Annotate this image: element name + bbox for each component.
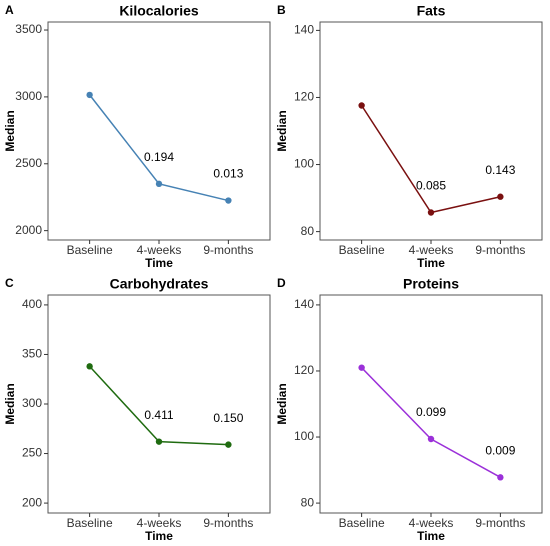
chart-title: Fats: [417, 3, 446, 19]
y-axis-label: Median: [275, 383, 289, 424]
chart-title: Proteins: [403, 276, 459, 292]
x-axis-label: Time: [417, 529, 445, 543]
plot-frame: [319, 294, 543, 514]
x-axis-label: Time: [145, 256, 173, 270]
line: [89, 365, 229, 446]
x-tick-label: 4-weeks: [137, 516, 182, 530]
y-tick-label: 80: [301, 224, 315, 238]
annotation: 0.411: [144, 408, 173, 422]
x-tick-label: 4-weeks: [137, 243, 182, 257]
annotation: 0.099: [416, 405, 446, 419]
panel-label: A: [5, 3, 14, 17]
point: [155, 180, 163, 188]
chart-title: Kilocalories: [119, 3, 199, 19]
y-tick-label: 2500: [15, 156, 42, 170]
y-tick-label: 300: [22, 396, 42, 410]
plot-frame: [47, 21, 271, 241]
y-tick-label: 100: [294, 429, 314, 443]
annotation: 0.009: [485, 443, 515, 457]
x-tick-label: 4-weeks: [409, 516, 454, 530]
y-tick-label: 140: [294, 23, 314, 37]
y-tick-label: 400: [22, 297, 42, 311]
point: [155, 438, 163, 445]
line: [360, 105, 501, 214]
annotation: 0.143: [485, 163, 515, 177]
y-tick-label: 140: [294, 297, 314, 311]
x-tick-label: 9-months: [203, 243, 253, 257]
y-tick-label: 3000: [15, 89, 42, 103]
y-tick-label: 200: [22, 495, 42, 509]
x-tick-label: Baseline: [339, 516, 385, 530]
point: [497, 474, 504, 481]
x-axis-label: Time: [145, 529, 173, 543]
x-tick-label: 9-months: [475, 516, 525, 530]
annotation: 0.013: [213, 167, 243, 181]
point: [497, 193, 504, 200]
y-tick-label: 3500: [15, 22, 42, 36]
y-axis-label: Median: [275, 110, 289, 151]
x-tick-label: 9-months: [203, 516, 253, 530]
y-axis-label: Median: [3, 110, 17, 151]
y-tick-label: 120: [294, 90, 314, 104]
y-tick-label: 350: [22, 347, 42, 361]
point: [427, 435, 435, 443]
point: [86, 363, 93, 370]
y-axis-label: Median: [3, 383, 17, 424]
plot-frame: [47, 294, 271, 514]
annotation: 0.150: [213, 411, 243, 425]
chart-title: Carbohydrates: [110, 276, 209, 292]
point: [427, 209, 435, 216]
y-tick-label: 100: [294, 157, 314, 171]
panel-label: D: [277, 276, 286, 290]
point: [225, 441, 232, 448]
point: [225, 197, 232, 204]
x-tick-label: 4-weeks: [409, 243, 454, 257]
y-tick-label: 250: [22, 446, 42, 460]
plot-frame: [319, 21, 543, 241]
point: [86, 91, 93, 99]
x-tick-label: Baseline: [339, 243, 385, 257]
y-tick-label: 80: [301, 495, 315, 509]
panel-label: B: [277, 3, 286, 17]
x-tick-label: 9-months: [475, 243, 525, 257]
annotation: 0.085: [416, 179, 446, 193]
panel-label: C: [5, 276, 14, 290]
annotation: 0.194: [144, 150, 174, 164]
x-tick-label: Baseline: [67, 243, 113, 257]
x-tick-label: Baseline: [67, 516, 113, 530]
x-axis-label: Time: [417, 256, 445, 270]
point: [358, 102, 365, 109]
line: [361, 367, 501, 478]
y-tick-label: 2000: [15, 223, 42, 237]
point: [358, 364, 365, 371]
y-tick-label: 120: [294, 363, 314, 377]
